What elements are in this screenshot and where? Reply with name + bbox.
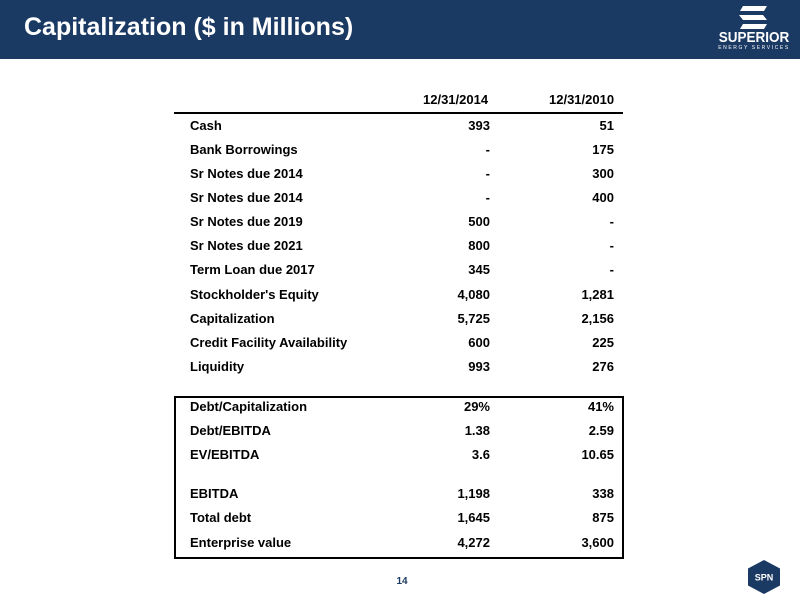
total-row: EBITDA 1,198 338	[174, 486, 624, 510]
value-2014: 4,272	[457, 535, 490, 550]
value-2014: -	[485, 142, 490, 157]
value-2014: 800	[468, 238, 490, 253]
row-label: Term Loan due 2017	[190, 262, 315, 277]
value-2010: 300	[592, 166, 614, 181]
superior-logo-icon	[739, 6, 767, 29]
table-row: Sr Notes due 2019 500 -	[174, 214, 624, 238]
table-row: Stockholder's Equity 4,080 1,281	[174, 287, 624, 311]
row-label: Debt/Capitalization	[190, 399, 308, 414]
page-number: 14	[396, 576, 408, 587]
value-2014: 1,645	[457, 510, 490, 525]
value-2010: 2.59	[588, 423, 614, 438]
logo-tagline: ENERGY SERVICES	[718, 45, 790, 51]
ratio-row: Debt/EBITDA 1.38 2.59	[174, 423, 624, 447]
value-2014: 500	[468, 214, 490, 229]
row-label: Sr Notes due 2014	[190, 190, 303, 205]
row-label: Total debt	[190, 510, 252, 525]
row-label: Capitalization	[190, 311, 275, 326]
row-label: Stockholder's Equity	[190, 287, 319, 302]
logo-name: SUPERIOR	[718, 29, 790, 46]
row-label: Sr Notes due 2019	[190, 214, 303, 229]
value-2010: -	[609, 238, 614, 253]
spn-badge-label: SPN	[755, 573, 774, 583]
ratio-row: EV/EBITDA 3.6 10.65	[174, 447, 624, 471]
row-label: Bank Borrowings	[190, 142, 298, 157]
value-2014: 600	[468, 335, 490, 350]
table-row: Sr Notes due 2014 - 400	[174, 190, 624, 214]
column-header-2010: 12/31/2010	[549, 92, 615, 107]
value-2014: 393	[468, 118, 490, 133]
row-label: Sr Notes due 2021	[190, 238, 303, 253]
table-row: Credit Facility Availability 600 225	[174, 335, 624, 359]
row-label: EBITDA	[190, 486, 239, 501]
value-2014: 5,725	[457, 311, 490, 326]
value-2010: 875	[592, 510, 614, 525]
table-row: Capitalization 5,725 2,156	[174, 311, 624, 335]
value-2010: 276	[592, 359, 614, 374]
row-label: Liquidity	[190, 359, 245, 374]
table-row: Bank Borrowings - 175	[174, 142, 624, 166]
page-title: Capitalization ($ in Millions)	[24, 13, 354, 41]
value-2014: 29%	[463, 399, 490, 414]
value-2010: 10.65	[581, 447, 614, 462]
value-2014: 1.38	[464, 423, 490, 438]
value-2010: -	[609, 214, 614, 229]
row-label: Enterprise value	[190, 535, 292, 550]
row-label: Credit Facility Availability	[190, 335, 348, 350]
column-header-2014: 12/31/2014	[423, 92, 489, 107]
row-label: EV/EBITDA	[190, 447, 260, 462]
value-2010: 2,156	[581, 311, 614, 326]
spn-badge-icon: SPN	[748, 560, 780, 594]
header-bar: Capitalization ($ in Millions) SUPERIOR …	[0, 0, 800, 59]
value-2010: 41%	[587, 399, 614, 414]
table-row: Term Loan due 2017 345 -	[174, 262, 624, 286]
value-2010: 3,600	[581, 535, 614, 550]
value-2014: 993	[468, 359, 490, 374]
value-2014: 1,198	[457, 486, 490, 501]
value-2010: 338	[592, 486, 614, 501]
value-2010: 225	[592, 335, 614, 350]
table-row: Liquidity 993 276	[174, 359, 624, 383]
row-label: Sr Notes due 2014	[190, 166, 303, 181]
value-2010: 51	[599, 118, 614, 133]
table-row: Cash 393 51	[174, 118, 624, 142]
value-2010: 400	[592, 190, 614, 205]
value-2014: -	[485, 190, 490, 205]
value-2014: -	[485, 166, 490, 181]
row-label: Debt/EBITDA	[190, 423, 271, 438]
superior-logo: SUPERIOR ENERGY SERVICES	[712, 6, 796, 52]
table-row: Sr Notes due 2021 800 -	[174, 238, 624, 262]
value-2014: 345	[468, 262, 490, 277]
ratio-row: Debt/Capitalization 29% 41%	[174, 399, 624, 423]
value-2014: 3.6	[471, 447, 490, 462]
total-row: Enterprise value 4,272 3,600	[174, 535, 624, 559]
header-divider	[174, 112, 623, 114]
total-row: Total debt 1,645 875	[174, 510, 624, 534]
value-2014: 4,080	[457, 287, 490, 302]
ratios-box	[174, 396, 624, 559]
row-label: Cash	[190, 118, 222, 133]
value-2010: 1,281	[581, 287, 614, 302]
table-row: Sr Notes due 2014 - 300	[174, 166, 624, 190]
value-2010: 175	[592, 142, 614, 157]
value-2010: -	[609, 262, 614, 277]
